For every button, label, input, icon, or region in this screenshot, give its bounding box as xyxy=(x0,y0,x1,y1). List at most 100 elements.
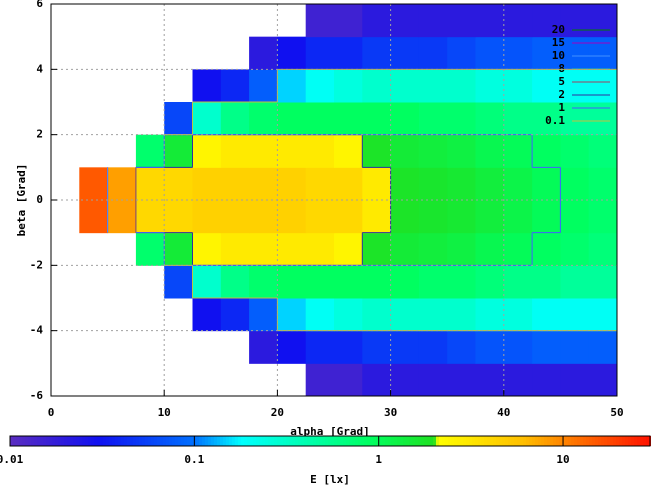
colorbar-strip xyxy=(439,436,443,446)
colorbar-strip xyxy=(478,436,482,446)
colorbar-tick-label: 1 xyxy=(375,453,382,466)
colorbar-strip xyxy=(214,436,218,446)
heat-cell xyxy=(588,4,618,38)
y-tick-label: 4 xyxy=(36,62,43,75)
heat-cell xyxy=(475,102,505,136)
heat-cell xyxy=(418,232,448,266)
heat-cell xyxy=(192,232,222,266)
colorbar-strip xyxy=(112,436,116,446)
colorbar-strip xyxy=(175,436,179,446)
heat-cell xyxy=(475,363,505,397)
colorbar-strip xyxy=(121,436,125,446)
colorbar-strip xyxy=(208,436,212,446)
x-tick-label: 30 xyxy=(384,406,397,419)
heat-cell xyxy=(135,134,165,168)
colorbar-strip xyxy=(370,436,374,446)
colorbar-strip xyxy=(238,436,242,446)
heat-cell xyxy=(249,330,278,364)
colorbar-strip xyxy=(460,436,464,446)
y-tick-label: -2 xyxy=(30,258,43,271)
heat-cell xyxy=(305,167,335,201)
heat-cell xyxy=(532,69,561,103)
heat-cell xyxy=(305,265,335,299)
heat-cell xyxy=(475,265,505,299)
heat-cell xyxy=(220,102,250,136)
heat-cell xyxy=(305,298,335,332)
heat-cell xyxy=(390,4,420,38)
colorbar-strip xyxy=(364,436,368,446)
colorbar-strip xyxy=(373,436,377,446)
heat-cell xyxy=(588,69,618,103)
colorbar-strip xyxy=(466,436,470,446)
colorbar-strip xyxy=(247,436,251,446)
colorbar-strip xyxy=(367,436,371,446)
colorbar-strip xyxy=(46,436,50,446)
heat-cell xyxy=(588,298,618,332)
heat-cell xyxy=(475,36,505,70)
heat-cell xyxy=(362,134,392,168)
colorbar-strip xyxy=(493,436,497,446)
colorbar-strip xyxy=(325,436,329,446)
heat-cell xyxy=(418,69,448,103)
colorbar-strip xyxy=(145,436,149,446)
colorbar-label: E [lx] xyxy=(310,473,350,486)
x-tick-label: 10 xyxy=(158,406,171,419)
heat-cell xyxy=(447,265,476,299)
colorbar-strip xyxy=(250,436,254,446)
heat-cell xyxy=(418,200,448,234)
heat-cell xyxy=(418,36,448,70)
colorbar-strip xyxy=(262,436,266,446)
colorbar-strip xyxy=(379,436,383,446)
colorbar-strip xyxy=(283,436,287,446)
heat-cell xyxy=(390,200,420,234)
heat-cell xyxy=(418,102,448,136)
colorbar-strip xyxy=(280,436,284,446)
heat-cell xyxy=(305,200,335,234)
heat-cell xyxy=(164,167,193,201)
colorbar-strip xyxy=(268,436,272,446)
heat-cell xyxy=(249,232,278,266)
colorbar-strip xyxy=(409,436,413,446)
colorbar-strip xyxy=(622,436,626,446)
y-tick-label: -6 xyxy=(30,389,44,402)
heat-cell xyxy=(334,265,363,299)
heat-cell xyxy=(447,36,476,70)
heat-cell xyxy=(164,102,193,136)
colorbar-strip xyxy=(520,436,524,446)
heat-cell xyxy=(560,69,590,103)
heat-cell xyxy=(192,265,222,299)
heat-cell xyxy=(532,232,561,266)
colorbar-strip xyxy=(190,436,194,446)
heat-cell xyxy=(447,363,476,397)
heat-cell xyxy=(362,167,392,201)
heat-cell xyxy=(560,232,590,266)
heat-cell xyxy=(192,102,222,136)
heat-cell xyxy=(277,167,307,201)
colorbar-strip xyxy=(469,436,473,446)
colorbar-strip xyxy=(136,436,140,446)
colorbar-strip xyxy=(562,436,566,446)
colorbar-strip xyxy=(421,436,425,446)
heat-cell xyxy=(390,363,420,397)
heat-cell xyxy=(249,167,278,201)
legend-label: 5 xyxy=(558,75,565,88)
colorbar-strip xyxy=(631,436,635,446)
colorbar-strip xyxy=(289,436,293,446)
colorbar-strip xyxy=(199,436,203,446)
colorbar-strip xyxy=(310,436,314,446)
colorbar-strip xyxy=(67,436,71,446)
heat-cell xyxy=(588,167,618,201)
colorbar-strip xyxy=(253,436,257,446)
legend-label: 20 xyxy=(552,23,565,36)
heat-cell xyxy=(390,36,420,70)
colorbar-strip xyxy=(307,436,311,446)
legend-label: 15 xyxy=(552,36,565,49)
colorbar-strip xyxy=(448,436,452,446)
heat-cell xyxy=(532,330,561,364)
colorbar-strip xyxy=(160,436,164,446)
heat-cell xyxy=(220,232,250,266)
x-axis-label: alpha [Grad] xyxy=(290,425,369,438)
colorbar-strip xyxy=(601,436,605,446)
colorbar-strip xyxy=(619,436,623,446)
colorbar-strip xyxy=(604,436,608,446)
